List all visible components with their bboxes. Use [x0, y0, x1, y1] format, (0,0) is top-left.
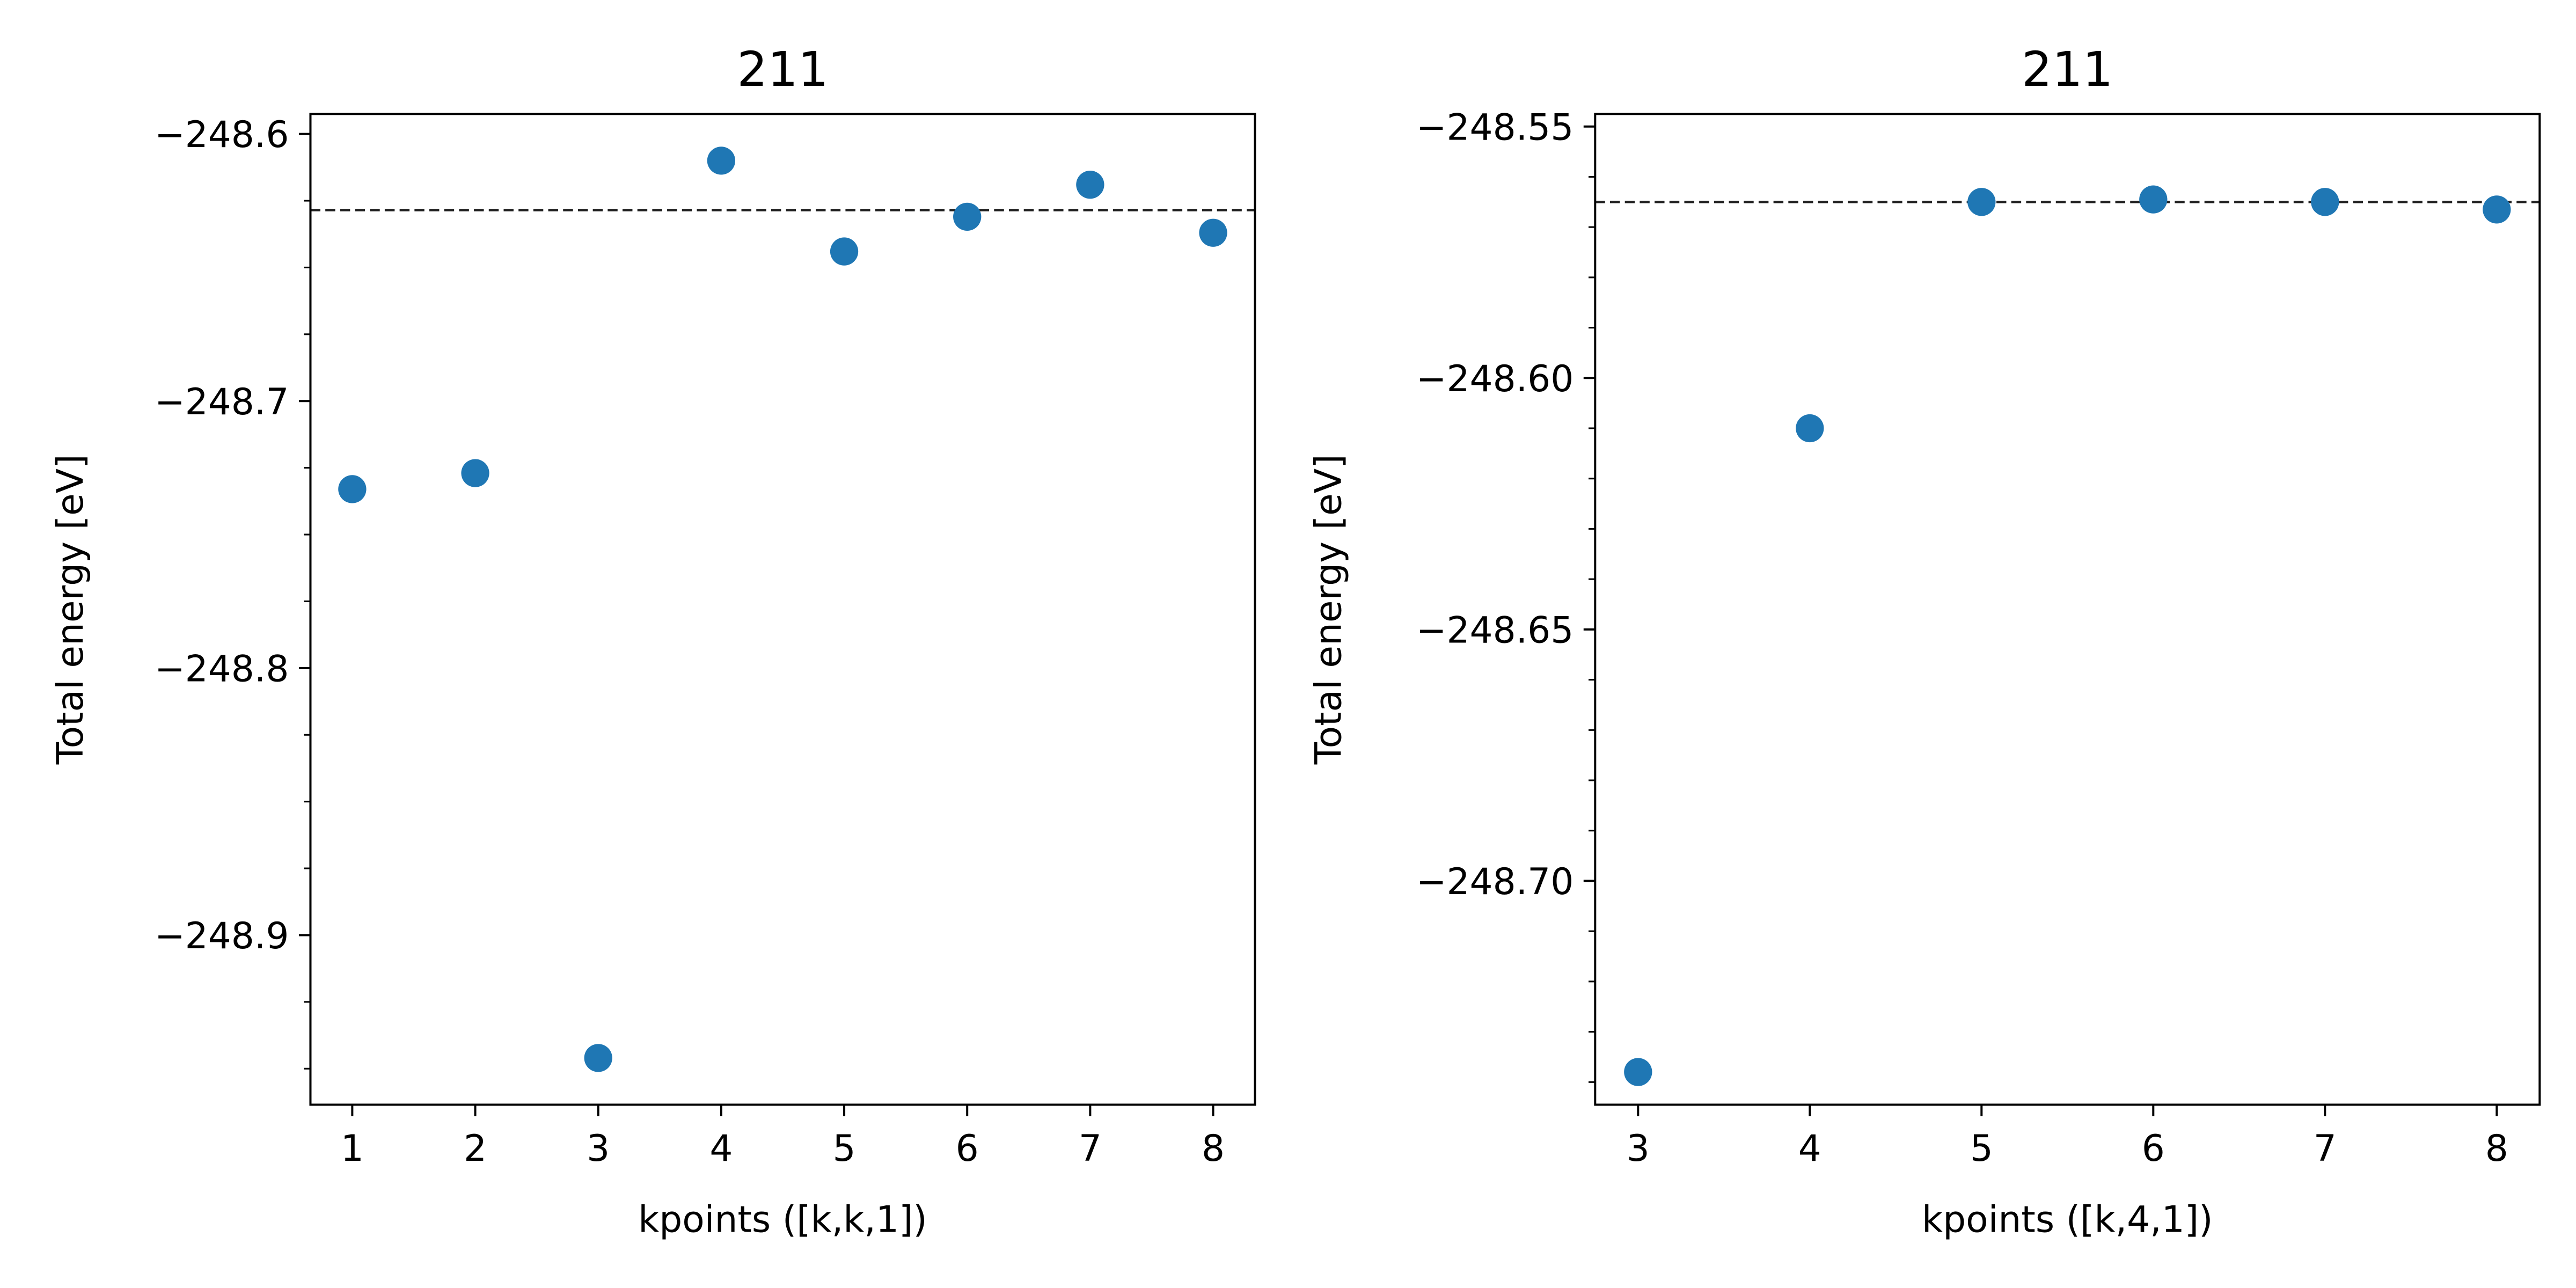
chart-left-data-point — [953, 202, 982, 231]
chart-left-x-tick-label: 6 — [956, 1127, 979, 1169]
chart-left-y-tick-label: −248.9 — [155, 914, 289, 957]
chart-left-data-point — [830, 237, 859, 266]
chart-left-x-ticks: 1 2 3 4 5 6 7 8 — [341, 1104, 1225, 1169]
chart-left-x-tick-label: 3 — [587, 1127, 610, 1169]
chart-left-y-tick-label: −248.8 — [155, 647, 289, 690]
chart-right-y-ticks: −248.55 −248.60 −248.65 −248.70 — [1416, 106, 1596, 1083]
chart-left-y-ticks: −248.6 −248.7 −248.8 −248.9 — [155, 113, 311, 1070]
chart-right-x-tick-label: 5 — [1970, 1127, 1993, 1169]
chart-left-y-tick-label: −248.7 — [155, 380, 289, 423]
chart-left-x-tick-label: 1 — [341, 1127, 364, 1169]
chart-left-data-point — [584, 1044, 612, 1072]
chart-right-x-tick-label: 3 — [1627, 1127, 1650, 1169]
chart-left-points — [338, 147, 1227, 1072]
chart-right-y-tick-label: −248.70 — [1416, 860, 1574, 903]
chart-right-data-point — [2483, 195, 2511, 224]
chart-right-data-point — [1967, 188, 1996, 216]
chart-left-data-point — [707, 147, 736, 175]
chart-left-data-point — [1199, 218, 1227, 247]
chart-right-y-tick-label: −248.60 — [1416, 357, 1574, 400]
chart-right-axes-frame — [1594, 113, 2541, 1106]
chart-left-x-tick-label: 5 — [833, 1127, 856, 1169]
chart-right-y-tick-label: −248.65 — [1416, 609, 1574, 651]
chart-right-x-tick-label: 4 — [1798, 1127, 1821, 1169]
chart-right-data-point — [2139, 185, 2168, 214]
chart-right-x-ticks: 3 4 5 6 7 8 — [1627, 1104, 2508, 1169]
chart-left-x-axis-label: kpoints ([k,k,1]) — [638, 1198, 927, 1240]
chart-right-title: 211 — [2022, 42, 2113, 98]
chart-right-data-point — [2311, 188, 2339, 216]
chart-left-x-tick-label: 4 — [709, 1127, 733, 1169]
chart-left-data-point — [338, 475, 367, 503]
chart-left-x-tick-label: 2 — [464, 1127, 487, 1169]
chart-left-title: 211 — [737, 42, 828, 98]
chart-left-x-tick-label: 7 — [1079, 1127, 1102, 1169]
chart-right-points — [1624, 185, 2511, 1086]
chart-right-data-point — [1796, 414, 1824, 443]
chart-right-y-tick-label: −248.55 — [1416, 106, 1574, 148]
chart-left-axes-frame — [309, 113, 1256, 1106]
chart-right-x-tick-label: 6 — [2142, 1127, 2165, 1169]
chart-right-y-axis-label: Total energy [eV] — [1307, 455, 1349, 765]
chart-left-y-axis-label: Total energy [eV] — [49, 455, 91, 765]
chart-right-data-point — [1624, 1058, 1652, 1086]
chart-right-x-tick-label: 8 — [2485, 1127, 2508, 1169]
chart-left-data-point — [1076, 171, 1104, 199]
chart-left-y-tick-label: −248.6 — [155, 113, 289, 156]
chart-right-x-tick-label: 7 — [2314, 1127, 2337, 1169]
chart-left: 211 −248.6 −248.7 −248.8 −248.9 1 2 3 4 5 6 7 8 kp… — [49, 42, 1256, 1240]
chart-left-x-tick-label: 8 — [1202, 1127, 1225, 1169]
chart-right-x-axis-label: kpoints ([k,4,1]) — [1922, 1198, 2213, 1240]
chart-left-data-point — [461, 459, 489, 487]
